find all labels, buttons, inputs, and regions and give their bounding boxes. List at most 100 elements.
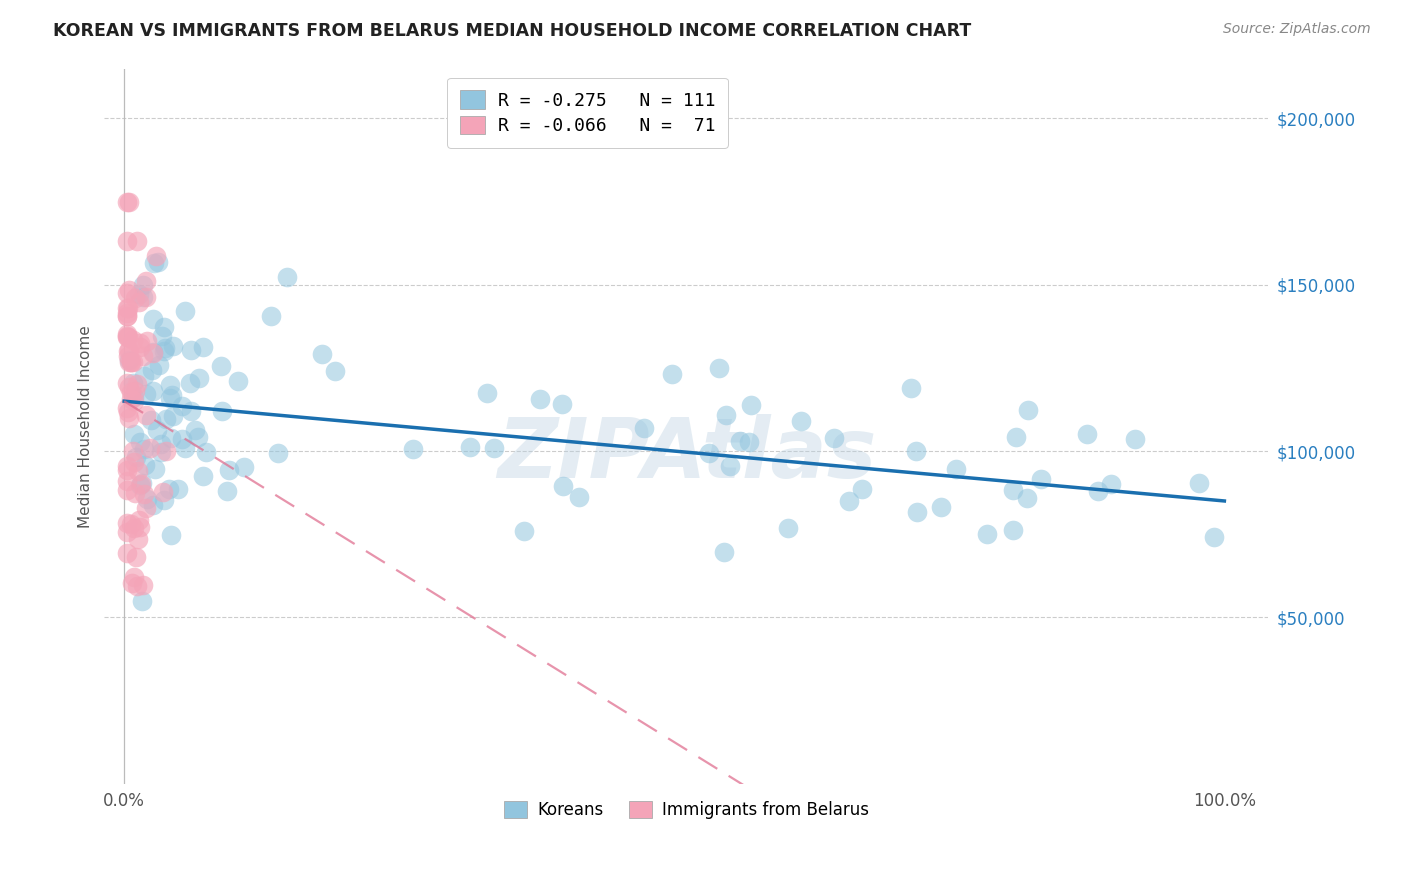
Point bbox=[976, 527, 998, 541]
Point bbox=[1001, 523, 1024, 537]
Point bbox=[148, 255, 170, 269]
Point bbox=[153, 343, 176, 358]
Point bbox=[120, 392, 142, 407]
Point bbox=[218, 463, 240, 477]
Point bbox=[153, 320, 176, 334]
Point bbox=[128, 294, 150, 309]
Point bbox=[180, 343, 202, 357]
Point bbox=[132, 578, 155, 592]
Point bbox=[117, 329, 139, 343]
Point bbox=[713, 545, 735, 559]
Point bbox=[117, 309, 139, 323]
Point bbox=[1087, 483, 1109, 498]
Point bbox=[124, 384, 146, 398]
Point bbox=[117, 306, 139, 320]
Point bbox=[134, 369, 156, 384]
Point bbox=[159, 431, 181, 445]
Text: KOREAN VS IMMIGRANTS FROM BELARUS MEDIAN HOUSEHOLD INCOME CORRELATION CHART: KOREAN VS IMMIGRANTS FROM BELARUS MEDIAN… bbox=[53, 22, 972, 40]
Point bbox=[157, 482, 180, 496]
Point bbox=[194, 445, 217, 459]
Point bbox=[124, 426, 146, 441]
Point bbox=[122, 355, 145, 369]
Point bbox=[633, 420, 655, 434]
Point bbox=[146, 423, 169, 437]
Point bbox=[155, 443, 177, 458]
Point bbox=[790, 414, 813, 428]
Point bbox=[1004, 430, 1026, 444]
Point bbox=[125, 550, 148, 565]
Point bbox=[117, 309, 139, 323]
Point bbox=[134, 442, 156, 456]
Point bbox=[482, 441, 505, 455]
Point bbox=[128, 478, 150, 492]
Point bbox=[117, 301, 139, 315]
Point bbox=[232, 459, 254, 474]
Point bbox=[122, 376, 145, 391]
Point bbox=[166, 482, 188, 496]
Point bbox=[529, 392, 551, 407]
Point bbox=[134, 458, 156, 472]
Point bbox=[402, 442, 425, 456]
Point bbox=[1076, 426, 1098, 441]
Point bbox=[162, 409, 184, 423]
Point bbox=[124, 291, 146, 305]
Point bbox=[143, 256, 166, 270]
Point bbox=[117, 525, 139, 540]
Text: Source: ZipAtlas.com: Source: ZipAtlas.com bbox=[1223, 22, 1371, 37]
Point bbox=[1002, 483, 1025, 498]
Point bbox=[148, 358, 170, 372]
Point bbox=[128, 287, 150, 301]
Point bbox=[122, 444, 145, 458]
Point bbox=[129, 476, 152, 491]
Point bbox=[661, 367, 683, 381]
Point bbox=[125, 234, 148, 248]
Point bbox=[120, 354, 142, 368]
Point bbox=[129, 335, 152, 350]
Point bbox=[132, 349, 155, 363]
Point bbox=[150, 444, 173, 458]
Point bbox=[124, 450, 146, 465]
Point bbox=[118, 343, 141, 357]
Point bbox=[311, 347, 333, 361]
Point bbox=[117, 349, 139, 363]
Point bbox=[905, 444, 928, 458]
Point bbox=[132, 487, 155, 501]
Point bbox=[160, 388, 183, 402]
Point bbox=[121, 333, 143, 347]
Point bbox=[267, 445, 290, 459]
Point bbox=[180, 404, 202, 418]
Point bbox=[118, 283, 141, 297]
Point bbox=[136, 491, 159, 506]
Point bbox=[139, 413, 162, 427]
Point bbox=[551, 479, 574, 493]
Point bbox=[122, 391, 145, 405]
Point bbox=[1099, 477, 1122, 491]
Point bbox=[117, 401, 139, 415]
Point bbox=[117, 285, 139, 300]
Point bbox=[131, 475, 153, 490]
Point bbox=[120, 385, 142, 400]
Text: ZIPAtlas: ZIPAtlas bbox=[496, 414, 876, 495]
Point bbox=[159, 391, 181, 405]
Point bbox=[127, 377, 149, 392]
Point bbox=[191, 340, 214, 354]
Y-axis label: Median Household Income: Median Household Income bbox=[79, 325, 93, 527]
Point bbox=[120, 517, 142, 532]
Point bbox=[1017, 491, 1039, 505]
Point bbox=[945, 462, 967, 476]
Point bbox=[823, 431, 845, 445]
Point bbox=[851, 482, 873, 496]
Point bbox=[117, 376, 139, 391]
Point bbox=[155, 412, 177, 426]
Point bbox=[121, 576, 143, 591]
Point bbox=[153, 492, 176, 507]
Point bbox=[1029, 472, 1052, 486]
Point bbox=[118, 355, 141, 369]
Point bbox=[131, 594, 153, 608]
Point bbox=[159, 378, 181, 392]
Point bbox=[135, 290, 157, 304]
Point bbox=[929, 500, 952, 514]
Point bbox=[551, 397, 574, 411]
Point bbox=[117, 234, 139, 248]
Point bbox=[127, 464, 149, 478]
